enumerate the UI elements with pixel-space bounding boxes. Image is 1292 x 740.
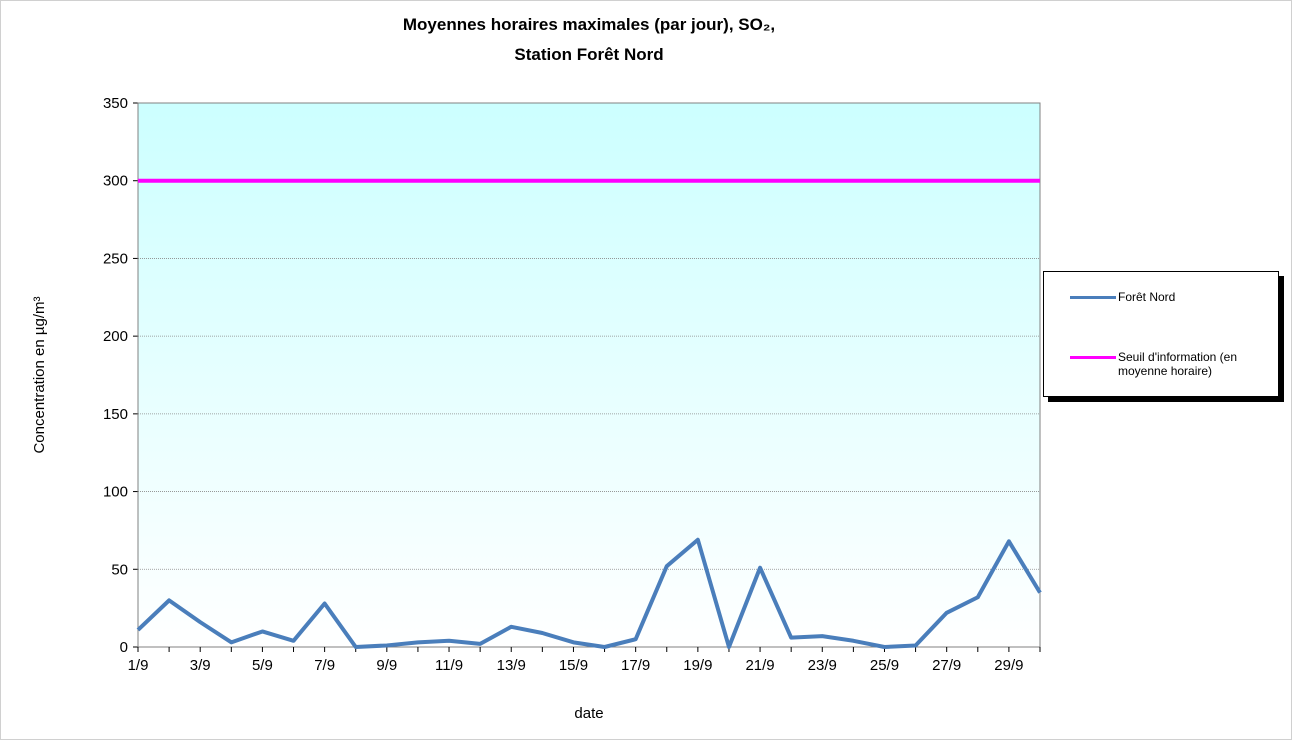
- legend-label: Seuil d'information (en moyenne horaire): [1118, 350, 1238, 378]
- x-tick-label: 13/9: [497, 657, 526, 674]
- x-tick-label: 21/9: [745, 657, 774, 674]
- y-tick-label: 250: [103, 250, 128, 267]
- x-tick-label: 17/9: [621, 657, 650, 674]
- legend-swatch: [1070, 356, 1116, 359]
- legend-item: Forêt Nord: [1044, 290, 1268, 304]
- x-tick-label: 9/9: [376, 657, 397, 674]
- x-tick-label: 19/9: [683, 657, 712, 674]
- x-axis-label: date: [574, 705, 603, 722]
- legend: Forêt Nord Seuil d'information (en moyenn…: [1043, 271, 1279, 397]
- x-tick-label: 15/9: [559, 657, 588, 674]
- series-line: [136, 537, 1042, 649]
- x-tick-label: 27/9: [932, 657, 961, 674]
- y-tick-label: 300: [103, 173, 128, 190]
- legend-swatch: [1070, 296, 1116, 299]
- x-tick-label: 3/9: [190, 657, 211, 674]
- x-tick-label: 11/9: [435, 657, 463, 674]
- plot-border: [137, 102, 1041, 648]
- y-tick-label: 100: [103, 484, 128, 501]
- y-axis-label: Concentration en µg/m³: [31, 296, 48, 453]
- x-tick-label: 5/9: [252, 657, 273, 674]
- y-tick-label: 50: [111, 561, 128, 578]
- y-tick-label: 150: [103, 406, 128, 423]
- y-tick-label: 0: [120, 639, 128, 656]
- y-tick-label: 200: [103, 328, 128, 345]
- x-tick-label: 23/9: [808, 657, 837, 674]
- chart-subtitle: Station Forêt Nord: [514, 45, 663, 64]
- chart-title: Moyennes horaires maximales (par jour), …: [403, 15, 775, 34]
- legend-item: Seuil d'information (en moyenne horaire): [1044, 350, 1268, 378]
- legend-label: Forêt Nord: [1118, 290, 1176, 304]
- x-tick-label: 25/9: [870, 657, 899, 674]
- x-tick-label: 1/9: [128, 657, 149, 674]
- y-tick-label: 350: [103, 95, 128, 112]
- x-tick-label: 7/9: [314, 657, 335, 674]
- plot-area: [138, 103, 1040, 647]
- x-tick-label: 29/9: [994, 657, 1023, 674]
